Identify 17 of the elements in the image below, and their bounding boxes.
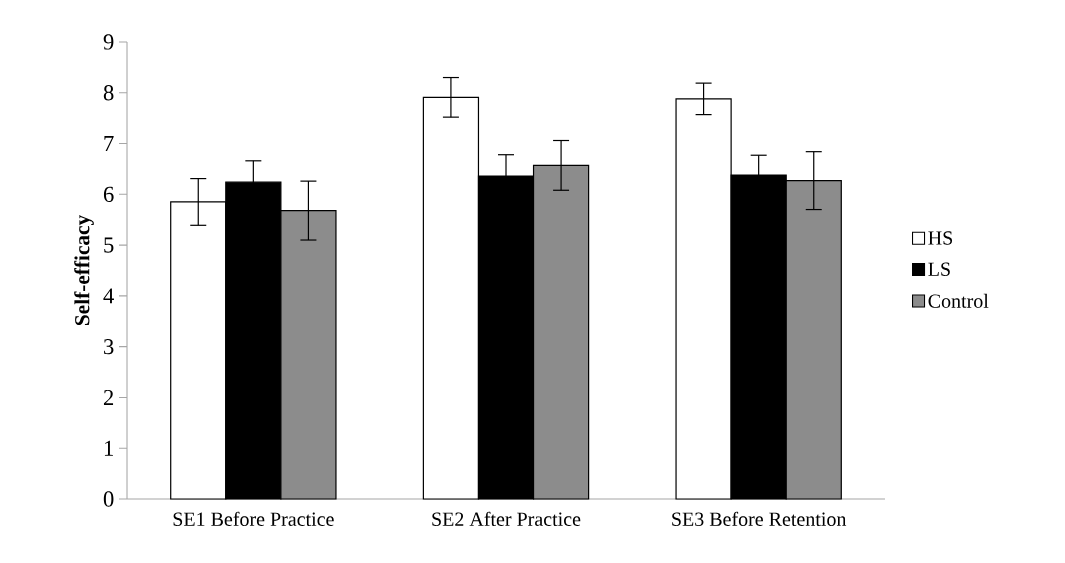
y-tick-label: 3 [104,339,114,355]
legend-label: LS [928,262,950,276]
y-tick-label: 2 [103,389,114,405]
y-tick-label: 6 [103,186,114,202]
x-tick-label: SE3 Before Retention [672,511,847,526]
x-tick-label: SE1 Before Practice [173,511,334,526]
y-tick-label: 4 [103,288,114,304]
y-tick-label: 0 [103,491,114,507]
y-axis-title: Self-efficacy [74,215,94,326]
y-tick-label: 8 [103,85,114,101]
y-tick-label: 1 [104,440,113,456]
x-tick-label: SE2 After Practice [432,511,581,526]
legend-label: Control [928,293,989,308]
y-tick-label: 9 [103,34,114,50]
y-tick-label: 7 [104,136,114,151]
y-tick-label: 5 [104,237,114,253]
legend-label: HS [928,231,953,245]
